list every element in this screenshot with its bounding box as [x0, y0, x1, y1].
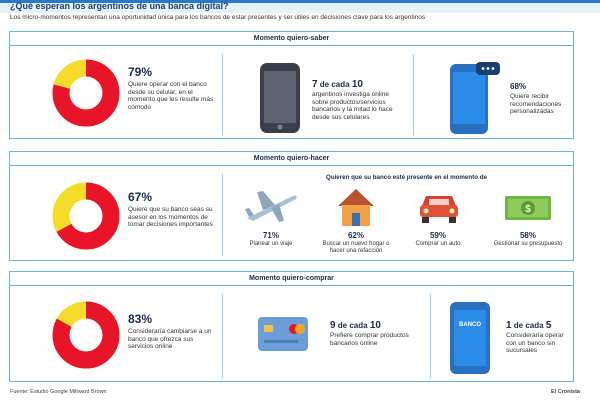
block-text: argentinos investiga online sobre produc… — [312, 91, 393, 121]
donut-chart-67 — [52, 182, 120, 250]
section-quiero-comprar: Momento quiero-comprar 83% Consideraría … — [9, 271, 574, 382]
block-title: 1 de cada 5 — [506, 320, 552, 331]
car-icon — [420, 196, 458, 223]
item-value: 62% — [347, 231, 364, 240]
stat-text: Consideraría cambiarse a un banco que of… — [128, 328, 212, 351]
item-value: 59% — [429, 231, 446, 240]
stat-text: Quiere que su banco seas su asesor en lo… — [128, 206, 213, 229]
page-subtitle: Los micro-momentos representan una oport… — [10, 14, 426, 21]
stat-value: 79% — [128, 65, 153, 79]
stat-value: 67% — [128, 190, 153, 204]
item-value: 71% — [262, 231, 279, 240]
top-bar — [0, 0, 600, 13]
banknote-icon: $ — [505, 196, 551, 220]
stat-value: 83% — [128, 312, 153, 326]
section-quiero-hacer: Momento quiero-hacer 67% Quiere que su b… — [9, 151, 574, 261]
item-label: Buscar un nuevo hogar o hacer una refacc… — [322, 241, 390, 254]
donut-chart-79 — [52, 59, 120, 127]
item-label: Gestionar su presupuesto — [493, 241, 563, 247]
airplane-icon — [245, 191, 297, 222]
phone-message-icon — [450, 62, 500, 134]
section-header: Momento quiero-comprar — [10, 272, 573, 286]
item-label: Planear un viaje — [249, 241, 293, 247]
stat-text: Quiere operar con el banco desde su celu… — [128, 81, 214, 111]
divider — [222, 294, 223, 378]
house-icon — [338, 189, 374, 226]
block-text: Prefiere comprar productos bancarios onl… — [330, 332, 409, 347]
credit-cards-icon — [258, 317, 308, 351]
block-text: Consideraría operar con un banco sin suc… — [506, 332, 564, 355]
svg-text:$: $ — [525, 204, 531, 215]
divider — [222, 174, 223, 256]
smartphone-icon — [260, 63, 300, 133]
section-header: Momento quiero-saber — [10, 32, 573, 46]
item-label: Comprar un auto — [415, 241, 461, 247]
source-note: Fuente: Estudio Google Millward Brown — [10, 389, 107, 395]
divider — [430, 294, 431, 378]
section-quiero-saber: Momento quiero-saber 79% Quiere operar c… — [9, 31, 574, 139]
block-title: 68% — [510, 82, 527, 91]
section-header: Momento quiero-hacer — [10, 152, 573, 166]
items-subheader: Quieren que su banco esté presente en el… — [326, 174, 487, 181]
block-title: 7 de cada 10 — [312, 79, 363, 90]
page-title: ¿Qué esperan los argentinos de una banca… — [10, 1, 229, 11]
item-value: 58% — [519, 231, 536, 240]
divider — [222, 54, 223, 136]
banco-phone-icon: BANCO — [450, 302, 490, 374]
donut-chart-83 — [52, 301, 120, 369]
brand-logo: El Cronista — [550, 389, 580, 395]
banco-phone-label: BANCO — [459, 322, 481, 328]
block-title: 9 de cada 10 — [330, 320, 381, 331]
divider — [413, 54, 414, 136]
block-text: Quiere recibir recomendaciones personali… — [510, 93, 562, 116]
